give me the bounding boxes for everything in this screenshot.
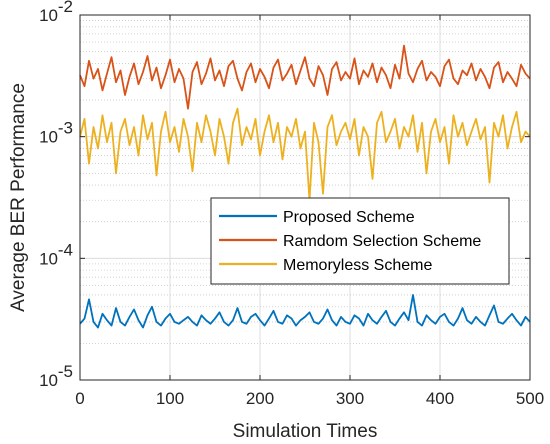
y-tick-label-exponent: -4	[58, 240, 73, 259]
x-axis-label: Simulation Times	[233, 421, 378, 442]
legend-label-1: Proposed Scheme	[283, 209, 415, 226]
series-layer	[79, 44, 531, 329]
y-tick-label: 10	[39, 249, 58, 268]
x-tick-label: 100	[156, 389, 184, 408]
x-tick-label: 200	[246, 389, 274, 408]
plot-frame	[79, 14, 531, 381]
legend: Proposed Scheme Ramdom Selection Scheme Me…	[210, 197, 510, 285]
legend-label-3: Memoryless Scheme	[283, 257, 432, 274]
legend-label-2: Ramdom Selection Scheme	[283, 233, 481, 250]
x-tick-label: 300	[336, 389, 364, 408]
y-tick-label-exponent: -5	[58, 362, 73, 381]
y-tick-label: 10	[39, 371, 58, 390]
y-axis-label: Average BER Performance	[8, 83, 29, 312]
y-tick-label-exponent: -3	[58, 119, 73, 138]
series-line-2	[79, 44, 531, 110]
y-tick-label: 10	[39, 6, 58, 25]
x-tick-label: 0	[75, 389, 84, 408]
y-tick-label-exponent: -2	[58, 0, 73, 16]
series-line-1	[79, 294, 531, 329]
x-tick-label: 400	[426, 389, 454, 408]
y-tick-label: 10	[39, 128, 58, 147]
x-tick-label: 500	[516, 389, 544, 408]
series-line-3	[79, 107, 531, 202]
